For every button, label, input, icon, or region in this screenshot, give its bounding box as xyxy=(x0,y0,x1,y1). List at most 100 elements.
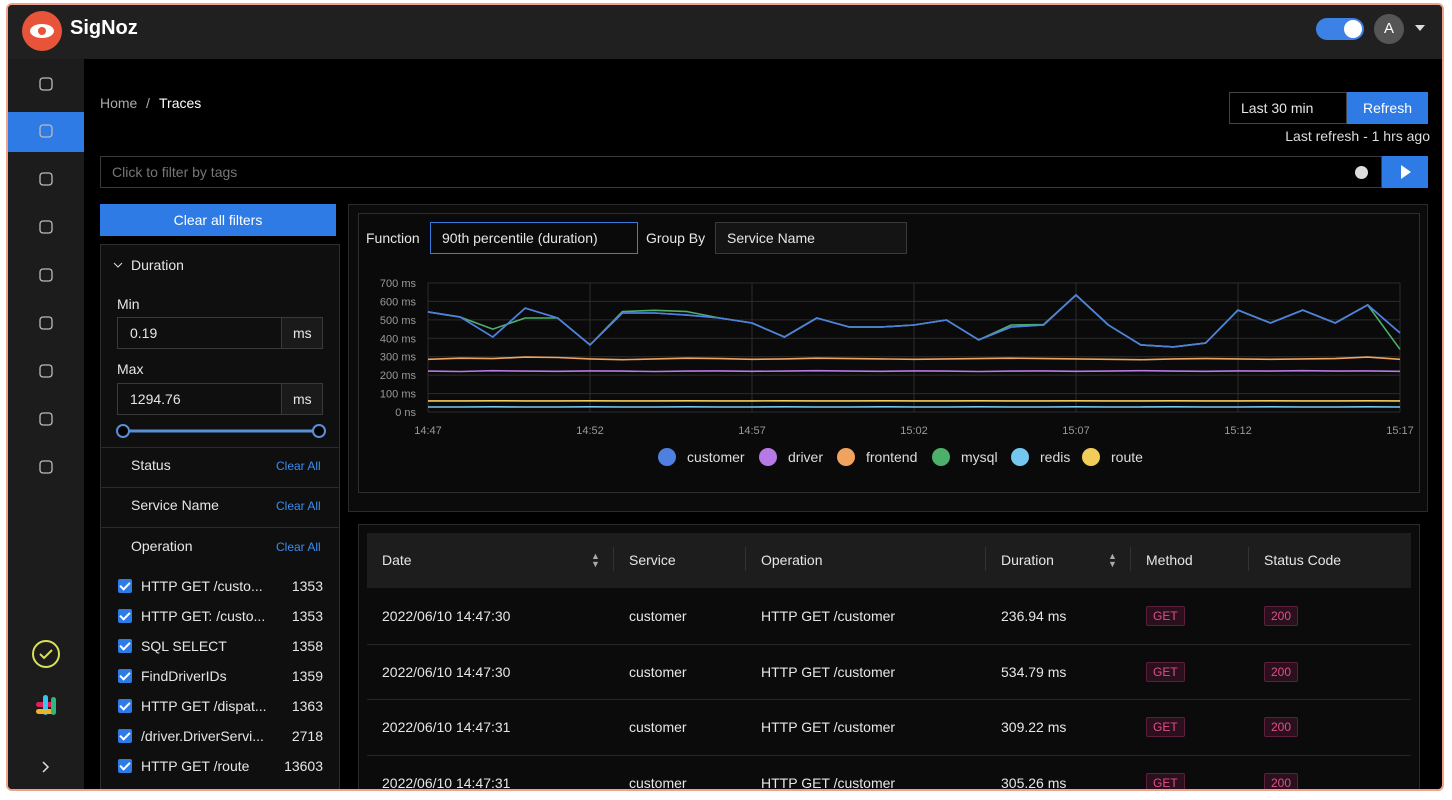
section-title[interactable]: Status xyxy=(131,457,171,473)
legend-item: frontend xyxy=(837,448,917,466)
function-value: 90th percentile (duration) xyxy=(442,230,598,246)
checkbox[interactable] xyxy=(118,579,132,593)
section-clear[interactable]: Clear All xyxy=(276,499,321,513)
last-refresh: Last refresh - 1 hrs ago xyxy=(1285,128,1430,144)
search-run[interactable] xyxy=(1382,156,1428,188)
max-label: Max xyxy=(117,361,144,377)
cell: HTTP GET /customer xyxy=(761,608,896,624)
avatar[interactable]: A xyxy=(1374,14,1404,44)
series-line xyxy=(427,369,1401,373)
nav-icon[interactable] xyxy=(37,218,55,236)
legend-item: customer xyxy=(658,448,745,466)
theme-toggle[interactable] xyxy=(1316,18,1364,40)
avatar-caret[interactable] xyxy=(1414,23,1426,33)
nav-icon[interactable] xyxy=(37,170,55,188)
section-title[interactable]: Operation xyxy=(131,538,193,554)
legend-label: customer xyxy=(687,449,745,465)
legend-item: redis xyxy=(1011,448,1070,466)
nav-icon[interactable] xyxy=(37,458,55,476)
operation-name: HTTP GET /custo... xyxy=(141,578,263,594)
checkbox[interactable] xyxy=(118,759,132,773)
chart: 0 ns 100 ms 200 ms 300 ms 400 ms 500 ms 600 ms… xyxy=(380,278,1414,466)
max-value: 1294.76 xyxy=(130,391,181,407)
nav-icon[interactable] xyxy=(37,410,55,428)
row-divider xyxy=(367,754,1411,756)
operation-name: HTTP GET /route xyxy=(141,758,250,774)
clear-all-filters[interactable]: Clear all filters xyxy=(100,204,336,236)
x-tick-label: 15:02 xyxy=(900,425,928,437)
legend-item: mysql xyxy=(932,448,998,466)
nav-icon[interactable] xyxy=(37,266,55,284)
operation-count: 13603 xyxy=(284,758,323,774)
status-tag: 200 xyxy=(1264,717,1299,737)
legend-label: driver xyxy=(788,449,823,465)
nav-icon[interactable] xyxy=(37,314,55,332)
brand: SigNoz xyxy=(70,17,138,39)
status-tag: 200 xyxy=(1264,661,1299,682)
refresh-button[interactable]: Refresh xyxy=(1347,92,1428,124)
chevron[interactable] xyxy=(112,259,124,271)
legend-label: mysql xyxy=(961,449,998,465)
x-tick-label: 15:07 xyxy=(1062,425,1090,437)
min-input[interactable]: 0.19 xyxy=(117,317,282,349)
divider xyxy=(101,487,339,488)
x-tick-label: 15:17 xyxy=(1386,425,1414,437)
y-tick-label: 500 ms xyxy=(380,315,417,327)
section-title[interactable]: Service Name xyxy=(131,497,219,513)
cell: 2022/06/10 14:47:30 xyxy=(382,663,511,680)
duration-slider[interactable] xyxy=(114,423,328,439)
cell: HTTP GET /customer xyxy=(761,774,896,791)
operation-count: 1353 xyxy=(291,608,323,624)
x-tick-label: 15:12 xyxy=(1224,425,1252,437)
checkbox[interactable] xyxy=(118,669,132,683)
function-label: Function xyxy=(366,230,420,246)
checkbox[interactable] xyxy=(118,609,132,623)
group-by-value: Service Name xyxy=(727,230,815,246)
checkbox[interactable] xyxy=(118,729,132,743)
column-divider xyxy=(985,547,986,571)
group-by-select[interactable]: Service Name xyxy=(715,222,907,254)
unit-addon: ms xyxy=(281,317,323,349)
legend-swatch xyxy=(759,448,777,466)
max-input[interactable]: 1294.76 xyxy=(117,383,282,415)
y-tick-label: 300 ms xyxy=(380,352,417,364)
section-title[interactable]: Duration xyxy=(131,257,184,273)
nav-icon[interactable] xyxy=(37,362,55,380)
divider xyxy=(101,447,339,448)
min-value: 0.19 xyxy=(130,325,158,341)
app: SigNoz A Home / Traces Last 30 min Refre… xyxy=(6,3,1444,791)
sidebar-bottom[interactable] xyxy=(26,635,66,785)
y-tick-label: 100 ms xyxy=(380,389,417,401)
section-clear[interactable]: Clear All xyxy=(276,459,321,473)
x-tick-label: 14:47 xyxy=(414,425,442,437)
tag-search[interactable]: Click to filter by tags xyxy=(100,156,1382,188)
cell: 2022/06/10 14:47:31 xyxy=(382,719,511,735)
section-clear[interactable]: Clear All xyxy=(276,540,321,554)
nav-icon[interactable] xyxy=(37,75,55,93)
y-tick-label: 400 ms xyxy=(380,333,417,345)
sort-icon[interactable]: ▲ ▼ xyxy=(591,551,600,569)
y-tick-label: 0 ns xyxy=(395,407,416,419)
operation-count: 1359 xyxy=(291,668,323,684)
checkbox[interactable] xyxy=(118,699,132,713)
function-select[interactable]: 90th percentile (duration) xyxy=(430,222,638,254)
checkbox[interactable] xyxy=(118,639,132,653)
sort-icon[interactable]: ▲ ▼ xyxy=(1108,551,1117,569)
chart-card xyxy=(358,213,1420,493)
time-select[interactable]: Last 30 min xyxy=(1229,92,1347,124)
row-divider xyxy=(367,699,1411,700)
cell: customer xyxy=(629,663,687,680)
x-tick-label: 14:52 xyxy=(576,425,604,437)
unit: ms xyxy=(293,325,312,341)
legend-swatch xyxy=(1082,448,1100,466)
breadcrumb-home[interactable]: Home xyxy=(100,95,138,111)
method-tag: GET xyxy=(1146,661,1185,682)
column-divider xyxy=(745,547,746,571)
column-divider xyxy=(1130,547,1131,571)
column-divider xyxy=(613,547,614,571)
nav-icon[interactable] xyxy=(37,122,55,140)
operation-name: SQL SELECT xyxy=(141,638,227,654)
breadcrumb-current: Traces xyxy=(159,95,202,111)
legend-item: driver xyxy=(759,448,823,466)
series-line xyxy=(427,356,1401,361)
